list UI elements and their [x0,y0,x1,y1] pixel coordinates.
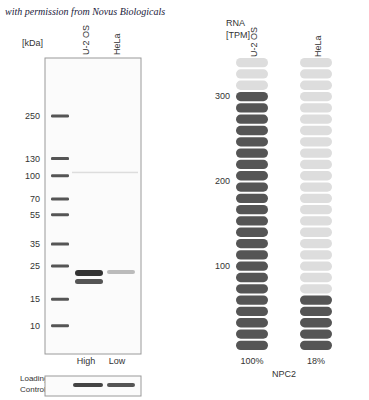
axis-label: [TPM] [226,30,250,40]
ladder-band [51,265,69,268]
pill-empty [300,205,332,214]
loading-frame [45,376,141,396]
ladder-band [51,243,69,246]
pill-filled [236,137,268,146]
pill-filled [300,341,332,350]
pill-filled [300,295,332,304]
pill-empty [300,160,332,169]
band [107,270,135,274]
pill-filled [236,160,268,169]
marker-label: 130 [25,154,40,164]
pill-empty [300,228,332,237]
pill-empty [300,262,332,271]
pill-filled [236,182,268,191]
relative-label: 18% [307,356,325,366]
marker-label: 25 [30,261,40,271]
marker-label: 35 [30,239,40,249]
column-label: U-2 OS [249,27,259,57]
pill-empty [236,81,268,90]
lane-note: High [77,356,96,366]
pill-empty [300,194,332,203]
pill-filled [236,171,268,180]
pill-empty [300,81,332,90]
ladder-band [51,115,69,118]
pill-empty [300,171,332,180]
pill-filled [300,329,332,338]
pill-empty [300,69,332,78]
relative-label: 100% [240,356,263,366]
pill-filled [236,115,268,124]
faint-band [72,172,138,174]
pill-empty [300,137,332,146]
pill-filled [236,284,268,293]
pill-filled [236,205,268,214]
figure: with permission from Novus Biologicals [k… [0,0,369,400]
ladder-band [51,324,69,327]
pill-filled [236,273,268,282]
marker-label: 70 [30,194,40,204]
ladder-band [51,298,69,301]
pill-filled [236,341,268,350]
pill-empty [300,126,332,135]
band [75,270,103,276]
pill-empty [300,115,332,124]
ladder-band [51,197,69,200]
lane-note: Low [109,356,126,366]
pill-empty [300,58,332,67]
loading-band [73,383,103,387]
column-label: HeLa [313,35,323,57]
loading-label: Loading [20,374,48,383]
y-tick-label: 100 [215,261,230,271]
pill-filled [300,318,332,327]
pill-filled [236,239,268,248]
pill-filled [236,295,268,304]
lane-label: U-2 OS [81,25,91,55]
pill-empty [300,284,332,293]
loading-band [107,383,135,387]
pill-filled [236,126,268,135]
pill-empty [300,250,332,259]
pill-empty [300,239,332,248]
pill-filled [236,250,268,259]
pill-filled [236,262,268,271]
marker-label: 250 [25,111,40,121]
pill-filled [236,194,268,203]
marker-label: 15 [30,294,40,304]
pill-empty [300,148,332,157]
pill-filled [236,216,268,225]
marker-label: 10 [30,321,40,331]
pill-empty [300,103,332,112]
pill-empty [300,182,332,191]
pill-filled [236,307,268,316]
pill-filled [236,103,268,112]
pill-empty [300,216,332,225]
pill-empty [236,69,268,78]
axis-label: RNA [226,18,245,28]
ladder-band [51,157,69,160]
y-tick-label: 300 [215,91,230,101]
marker-label: 100 [25,171,40,181]
lane-label: HeLa [112,33,122,55]
watermark: with permission from Novus Biologicals [5,6,165,17]
pill-filled [236,148,268,157]
pill-filled [236,329,268,338]
pill-empty [236,58,268,67]
pill-filled [300,307,332,316]
unit-label: [kDa] [22,38,43,48]
y-tick-label: 200 [215,176,230,186]
gene-name: NPC2 [272,369,296,379]
pill-filled [236,92,268,101]
pill-filled [236,228,268,237]
loading-label: Control [20,385,46,394]
ladder-band [51,174,69,177]
pill-empty [300,273,332,282]
pill-filled [236,318,268,327]
band [75,279,103,284]
ladder-band [51,213,69,216]
blot-frame [45,58,141,354]
pill-empty [300,92,332,101]
marker-label: 55 [30,210,40,220]
